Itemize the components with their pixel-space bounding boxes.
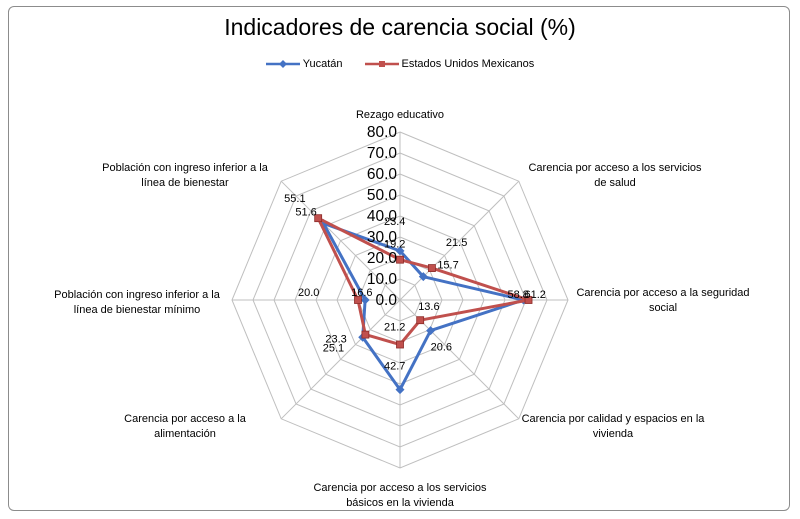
data-label: 21.2: [384, 322, 405, 334]
grid-spoke: [399, 180, 520, 301]
data-point: [396, 340, 404, 349]
axis-label: básicos en la vivienda: [346, 497, 455, 509]
tick-label: 60.0: [367, 166, 398, 183]
axis-label: Carencia por acceso a los servicios: [313, 482, 487, 494]
data-label: 21.5: [446, 237, 467, 249]
axis-label: Rezago educativo: [356, 109, 444, 121]
data-label: 20.0: [298, 287, 319, 299]
axis-label: línea de bienestar: [141, 177, 229, 189]
axis-label: Carencia por acceso a la: [124, 413, 247, 425]
data-point: [395, 246, 405, 256]
data-point: [361, 330, 370, 339]
data-label: 61.2: [525, 289, 546, 301]
data-label: 51.6: [295, 206, 316, 218]
data-point: [416, 316, 425, 325]
data-point: [354, 296, 362, 304]
data-label: 20.6: [431, 342, 452, 354]
data-label: 55.1: [284, 193, 305, 205]
data-label: 16.6: [351, 287, 372, 299]
axis-label: Carencia por calidad y espacios en la: [522, 413, 706, 425]
axis-label: Carencia por acceso a la seguridad: [576, 287, 749, 299]
data-label: 23.4: [384, 216, 405, 228]
axis-label: social: [649, 302, 677, 314]
data-point: [524, 296, 533, 304]
tick-label: 20.0: [367, 250, 398, 267]
tick-label: 10.0: [367, 271, 398, 288]
legend-label-mexico: Estados Unidos Mexicanos: [401, 58, 535, 70]
data-point: [360, 295, 370, 305]
legend-marker-yucatan: [265, 60, 300, 68]
tick-label: 50.0: [367, 187, 398, 204]
data-point: [428, 264, 436, 272]
axis-label: Carencia por acceso a los servicios: [528, 162, 702, 174]
axis-label: alimentación: [154, 428, 216, 440]
data-label: 58.8: [507, 289, 528, 301]
legend: Yucatán Estados Unidos Mexicanos: [0, 58, 800, 70]
grid-spoke: [280, 180, 401, 301]
data-label: 42.7: [384, 361, 405, 373]
data-point: [395, 385, 405, 395]
data-point: [426, 326, 436, 336]
axis-label: vivienda: [593, 428, 634, 440]
data-label: 23.3: [325, 334, 346, 346]
legend-marker-mexico: [364, 61, 399, 67]
data-point: [418, 272, 428, 282]
chart-frame: [8, 6, 790, 511]
data-label: 13.6: [418, 301, 439, 313]
data-label: 19.2: [384, 239, 405, 251]
data-point: [314, 214, 323, 223]
axis-label: de salud: [594, 177, 636, 189]
legend-item-mexico: Estados Unidos Mexicanos: [364, 58, 535, 70]
data-label: 25.1: [323, 342, 344, 354]
axis-label: Población con ingreso inferior a la: [54, 289, 221, 301]
grid-spoke: [280, 299, 401, 420]
data-point: [396, 255, 404, 264]
tick-label: 30.0: [367, 229, 398, 246]
legend-item-yucatan: Yucatán: [265, 58, 343, 70]
data-label: 15.7: [437, 260, 458, 272]
legend-label-yucatan: Yucatán: [302, 58, 343, 70]
axis-label: línea de bienestar mínimo: [74, 304, 201, 316]
tick-label: 40.0: [367, 208, 398, 225]
chart-title: Indicadores de carencia social (%): [224, 14, 576, 40]
tick-label: 80.0: [367, 124, 398, 141]
axis-label: Población con ingreso inferior a la: [102, 162, 269, 174]
tick-label: 0.0: [375, 292, 397, 309]
tick-label: 70.0: [367, 145, 398, 162]
